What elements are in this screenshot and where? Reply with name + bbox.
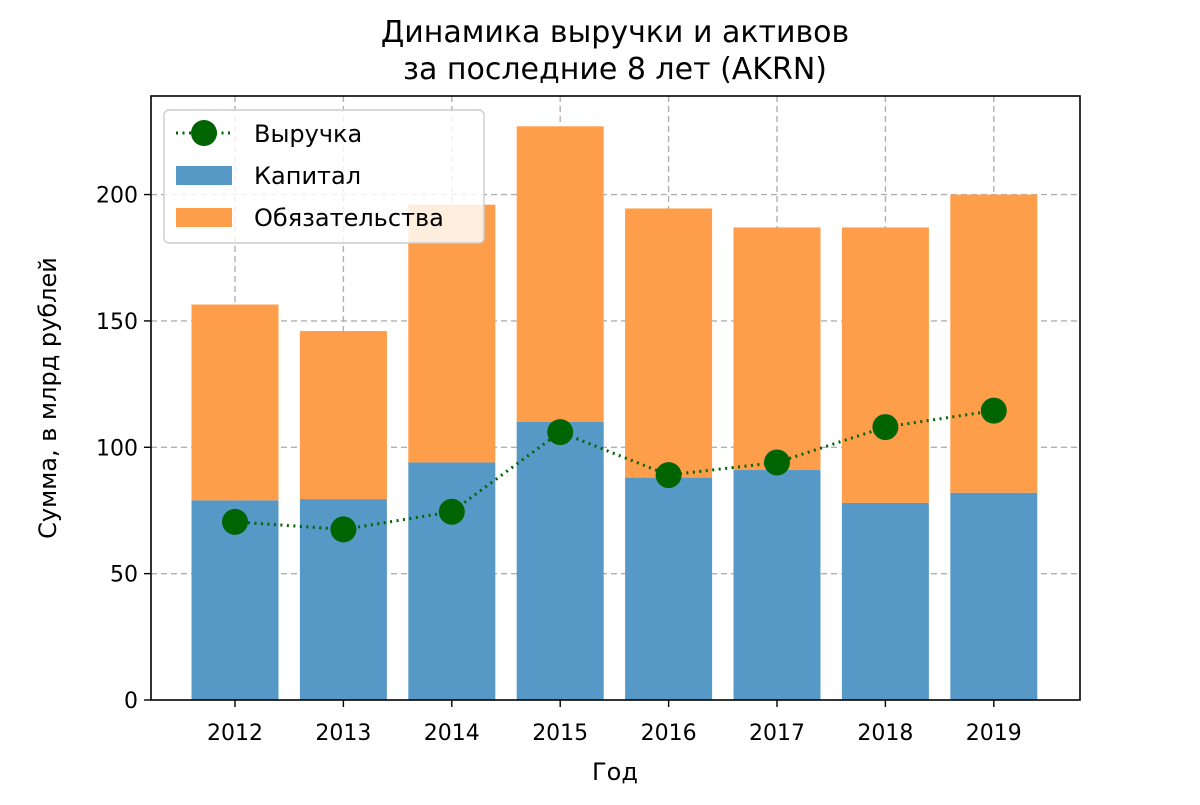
bar-capital xyxy=(625,477,713,700)
bar-liabilities xyxy=(299,331,387,500)
tick-layer: 0 50 100 150 200 2012 2013 2014 2015 2016 2017 2018… xyxy=(96,184,1022,746)
bar-liabilities xyxy=(408,204,496,463)
revenue-marker xyxy=(980,397,1007,424)
x-tick-label: 2017 xyxy=(749,721,805,746)
y-tick-label: 0 xyxy=(124,689,138,714)
bar-capital xyxy=(408,462,496,700)
x-tick-label: 2013 xyxy=(315,721,371,746)
legend-box xyxy=(163,109,485,244)
bar-liabilities xyxy=(733,227,821,471)
bar-capital xyxy=(950,492,1038,700)
bar-capital xyxy=(841,502,929,700)
legend-label-liabilities: Обязательства xyxy=(254,204,444,232)
y-tick-label: 100 xyxy=(96,436,138,461)
x-tick-label: 2014 xyxy=(424,721,480,746)
plot-frame xyxy=(150,95,1081,701)
x-tick-label: 2016 xyxy=(641,721,697,746)
revenue-marker xyxy=(438,498,465,525)
x-tick-label: 2018 xyxy=(857,721,913,746)
line-layer xyxy=(222,397,1007,543)
bar-liabilities xyxy=(625,208,713,478)
legend-swatch-capital xyxy=(176,166,232,185)
y-tick-label: 200 xyxy=(96,184,138,209)
x-tick-label: 2012 xyxy=(207,721,263,746)
bar-liabilities xyxy=(516,126,604,423)
revenue-marker xyxy=(330,516,357,543)
y-axis-label: Сумма, в млрд рублей xyxy=(34,257,62,539)
revenue-marker xyxy=(655,462,682,489)
revenue-marker xyxy=(222,508,248,535)
chart-title-line-1: Динамика выручки и активов xyxy=(381,15,849,50)
bar-capital xyxy=(733,470,821,700)
revenue-marker xyxy=(764,449,790,476)
bar-layer xyxy=(191,126,1038,700)
chart-title-line-2: за последние 8 лет (AKRN) xyxy=(403,52,827,87)
bar-capital xyxy=(516,422,604,700)
x-tick-label: 2015 xyxy=(532,721,588,746)
bar-liabilities xyxy=(841,227,929,503)
revenue-marker xyxy=(872,414,899,441)
x-axis-label: Год xyxy=(592,758,638,786)
legend-marker-revenue xyxy=(191,120,217,146)
legend: Выручка Капитал Обязательства xyxy=(163,109,485,244)
y-tick-label: 50 xyxy=(110,563,138,588)
bar-liabilities xyxy=(950,194,1038,493)
y-tick-label: 150 xyxy=(96,310,138,335)
x-tick-label: 2019 xyxy=(966,721,1022,746)
revenue-line xyxy=(234,409,995,531)
legend-swatch-liabilities xyxy=(176,208,232,227)
bar-liabilities xyxy=(191,304,279,501)
legend-label-capital: Капитал xyxy=(254,162,361,190)
legend-label-revenue: Выручка xyxy=(254,120,362,148)
revenue-marker xyxy=(547,419,574,446)
